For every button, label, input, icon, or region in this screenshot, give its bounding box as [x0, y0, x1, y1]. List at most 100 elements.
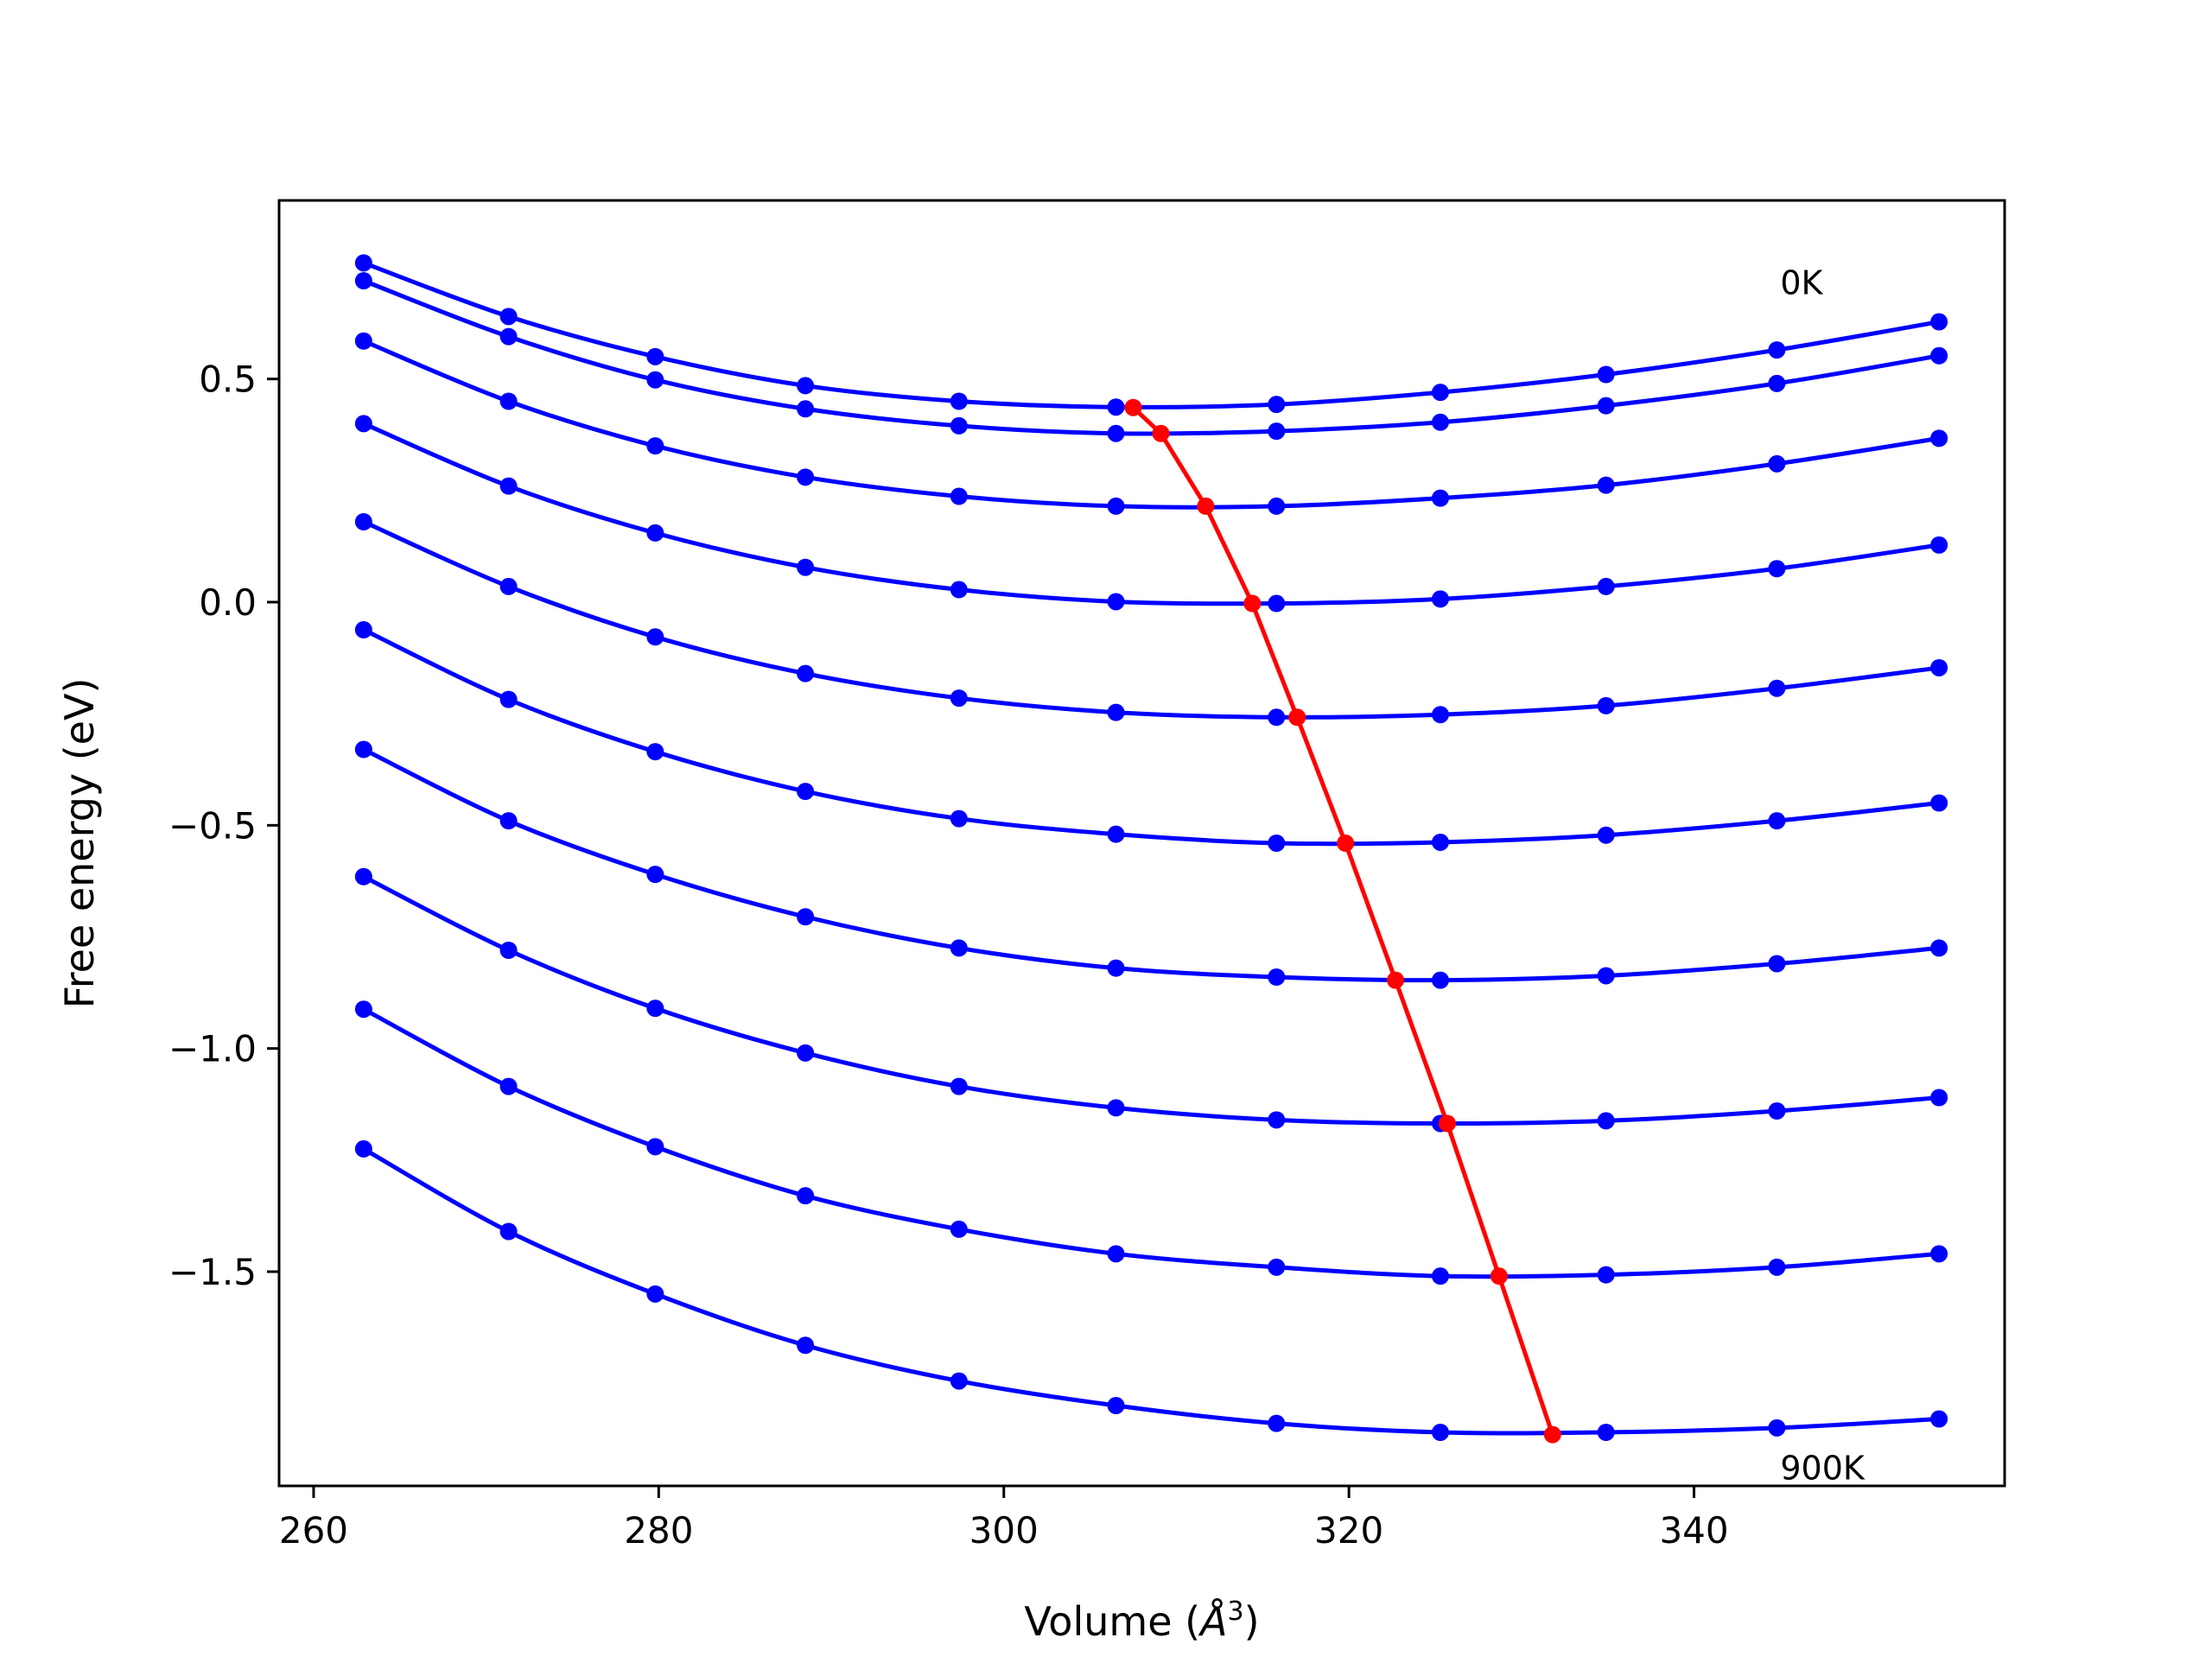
- series-5-point-3: [797, 783, 815, 801]
- series-7-point-8: [1597, 1112, 1615, 1130]
- series-4-point-2: [646, 628, 664, 646]
- series-1-point-0: [354, 272, 372, 289]
- series-6-point-4: [950, 939, 968, 957]
- series-1: [354, 272, 1948, 442]
- series-3-point-2: [646, 524, 664, 542]
- x-tick-label-1: 280: [624, 1509, 693, 1552]
- series-6-point-9: [1768, 955, 1786, 973]
- minimum-energy-point-9: [1543, 1425, 1561, 1444]
- series-9-point-0: [354, 1139, 372, 1158]
- minimum-energy-point-7: [1438, 1114, 1456, 1133]
- series-5-point-8: [1597, 826, 1615, 844]
- series-8-point-7: [1431, 1267, 1449, 1285]
- minimum-energy-point-5: [1337, 835, 1355, 852]
- series-7-point-10: [1930, 1089, 1948, 1107]
- series-3-point-1: [499, 477, 518, 495]
- series-0-line: [362, 260, 1940, 409]
- series-2-point-2: [646, 437, 664, 455]
- series-4-point-4: [950, 689, 968, 708]
- minimum-energy-series: [1124, 398, 1561, 1444]
- series-3: [354, 415, 1948, 613]
- series-6-point-0: [354, 740, 372, 759]
- y-axis-label: Free energy (eV): [56, 678, 103, 1009]
- plot-frame: [277, 199, 2006, 1488]
- series-2-point-5: [1107, 497, 1125, 515]
- series-3-point-5: [1107, 593, 1125, 611]
- y-tick-label-1: −1.0: [168, 1028, 257, 1070]
- series-4-point-6: [1268, 708, 1286, 727]
- series-3-point-10: [1930, 536, 1948, 554]
- series-5-point-0: [354, 621, 372, 639]
- series-7-point-1: [499, 942, 518, 959]
- series-9-point-8: [1597, 1424, 1615, 1441]
- series-6: [354, 740, 1948, 989]
- series-9-point-10: [1930, 1410, 1948, 1428]
- series-5-point-7: [1431, 833, 1449, 851]
- series-9-point-9: [1768, 1419, 1786, 1437]
- series-8-point-9: [1768, 1258, 1786, 1276]
- series-6-point-1: [499, 812, 518, 830]
- series-9-point-6: [1268, 1414, 1286, 1432]
- series-5: [354, 621, 1948, 852]
- series-9-point-5: [1107, 1397, 1125, 1414]
- x-tick-label-0: 260: [279, 1509, 348, 1552]
- minimum-energy-line: [1131, 405, 1555, 1436]
- series-0-point-3: [797, 377, 815, 395]
- series-0: [354, 254, 1948, 416]
- series-6-point-2: [646, 866, 664, 884]
- series-1-point-6: [1268, 422, 1286, 441]
- minimum-energy-point-8: [1490, 1267, 1508, 1285]
- series-6-point-8: [1597, 967, 1615, 985]
- series-0-point-5: [1107, 398, 1125, 416]
- series-7-point-0: [354, 867, 372, 885]
- series-0-point-10: [1930, 313, 1948, 331]
- series-2-point-4: [950, 487, 968, 505]
- x-tick-label-3: 320: [1314, 1509, 1383, 1552]
- series-6-point-5: [1107, 959, 1125, 977]
- series-4: [354, 513, 1948, 727]
- series-3-point-0: [354, 415, 372, 433]
- series-9-point-4: [950, 1372, 968, 1390]
- series-4-point-5: [1107, 703, 1125, 721]
- series-1-point-5: [1107, 424, 1125, 442]
- series-0-point-7: [1431, 384, 1449, 402]
- series-2-point-3: [797, 468, 815, 486]
- x-tick-label-2: 300: [969, 1509, 1039, 1552]
- series-1-point-1: [499, 327, 518, 346]
- series-4-point-8: [1597, 696, 1615, 714]
- series-3-point-4: [950, 581, 968, 599]
- series-2-point-6: [1268, 497, 1286, 515]
- series-0-point-2: [646, 347, 664, 365]
- series-1-point-10: [1930, 346, 1948, 365]
- series-8-point-2: [646, 1138, 664, 1156]
- y-axis-ticks: −1.5 −1.0 −0.5 0.0 0.5: [168, 359, 279, 1293]
- series-9-point-2: [646, 1285, 664, 1303]
- series-5-point-1: [499, 690, 518, 708]
- series-1-point-2: [646, 371, 664, 389]
- series-4-point-1: [499, 577, 518, 595]
- series-6-point-7: [1431, 971, 1449, 989]
- minimum-energy-point-6: [1387, 971, 1405, 989]
- series-4-point-7: [1431, 706, 1449, 724]
- series-6-line: [362, 747, 1940, 983]
- x-axis-ticks: 260 280 300 320 340: [279, 1486, 1729, 1552]
- minimum-energy-point-0: [1124, 398, 1142, 416]
- series-2: [354, 332, 1948, 515]
- series-0-point-4: [950, 392, 968, 410]
- series-4-point-0: [354, 513, 372, 530]
- series-5-line: [362, 627, 1940, 847]
- series-7-point-4: [950, 1077, 968, 1095]
- y-tick-label-3: 0.0: [199, 581, 257, 624]
- series-5-point-6: [1268, 835, 1286, 852]
- series-0-point-6: [1268, 396, 1286, 414]
- series-3-point-3: [797, 558, 815, 576]
- series-3-line: [362, 422, 1940, 606]
- series-7-point-9: [1768, 1102, 1786, 1120]
- minimum-energy-point-1: [1152, 424, 1170, 442]
- series-1-line: [362, 278, 1940, 436]
- series-6-point-6: [1268, 968, 1286, 986]
- series-9-line: [362, 1146, 1940, 1436]
- y-tick-label-4: 0.5: [199, 359, 257, 401]
- series-1-point-9: [1768, 374, 1786, 392]
